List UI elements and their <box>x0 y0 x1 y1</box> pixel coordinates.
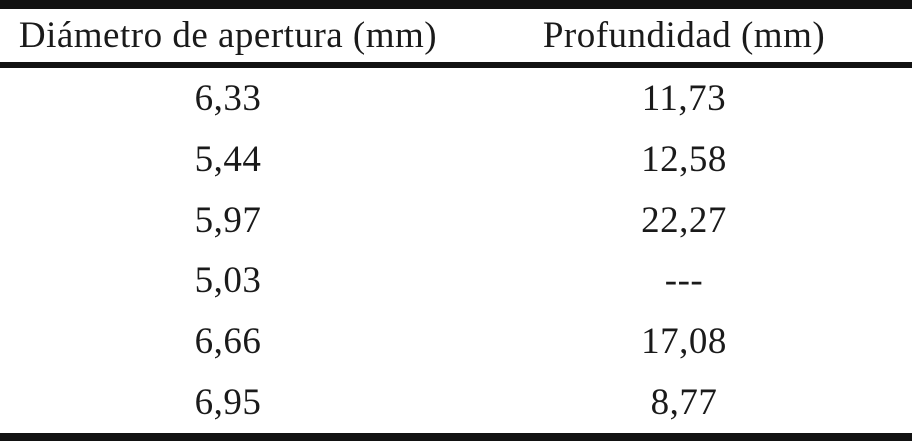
cell-profundidad: 22,27 <box>641 199 727 241</box>
table-row: 6,66 17,08 <box>0 311 912 372</box>
cell-profundidad: 17,08 <box>641 321 727 363</box>
cell-diametro: 6,95 <box>194 382 262 424</box>
cell-diametro: 5,97 <box>194 199 262 241</box>
cell-profundidad-missing-value: --- <box>664 260 704 302</box>
cell-profundidad: 11,73 <box>641 77 727 119</box>
table-row: 6,95 8,77 <box>0 372 912 433</box>
table-header: Diámetro de apertura (mm) Profundidad (m… <box>0 9 912 68</box>
header-row: Diámetro de apertura (mm) Profundidad (m… <box>0 9 912 68</box>
cell-diametro: 5,03 <box>194 260 262 302</box>
cell-profundidad: 8,77 <box>650 382 718 424</box>
cell-diametro: 6,33 <box>194 77 262 119</box>
measurements-table: Diámetro de apertura (mm) Profundidad (m… <box>0 9 912 433</box>
table-row: 5,44 12,58 <box>0 129 912 190</box>
table-body: 6,33 11,73 5,44 12,58 5,97 22,27 5,03 --… <box>0 65 912 433</box>
cell-diametro: 5,44 <box>194 138 262 180</box>
cell-diametro: 6,66 <box>194 321 262 363</box>
column-header-diametro-apertura: Diámetro de apertura (mm) <box>0 9 456 68</box>
table-row: 6,33 11,73 <box>0 65 912 129</box>
table-row: 5,03 --- <box>0 250 912 311</box>
table-row: 5,97 22,27 <box>0 190 912 251</box>
cell-profundidad: 12,58 <box>641 138 727 180</box>
column-header-profundidad: Profundidad (mm) <box>456 9 912 68</box>
